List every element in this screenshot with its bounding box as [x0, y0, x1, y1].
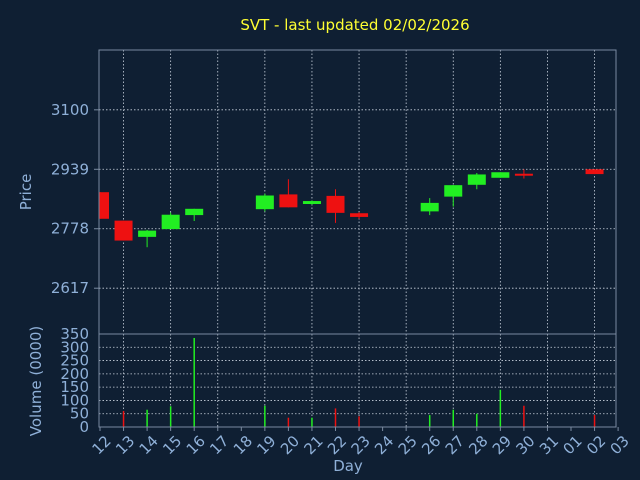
candle-body — [161, 214, 180, 230]
candle-13 — [114, 220, 133, 241]
candle-15 — [161, 212, 180, 230]
volume-bar-14 — [146, 409, 148, 427]
price-y-tick-labels: 2617 2778 2939 3100 — [51, 101, 99, 297]
volume-bar-29 — [499, 389, 502, 427]
candle-body — [585, 169, 604, 175]
volume-bar-19 — [264, 405, 266, 427]
candle-body — [491, 172, 510, 178]
price-y-tick-label: 3100 — [51, 101, 89, 119]
candle-body — [326, 195, 345, 213]
candle-body — [138, 230, 157, 237]
volume-bar-22 — [334, 408, 337, 427]
price-y-tick-label: 2617 — [51, 279, 89, 297]
chart-title: SVT - last updated 02/02/2026 — [240, 16, 469, 34]
price-y-tick-label: 2778 — [51, 220, 89, 238]
candle-23 — [350, 212, 369, 219]
volume-bar-15 — [169, 406, 172, 427]
volume-bar-28 — [476, 413, 478, 427]
candle-body — [302, 201, 321, 205]
candle-20 — [279, 179, 298, 208]
volume-bar-23 — [358, 416, 360, 427]
candle-19 — [255, 193, 274, 212]
candle-30 — [514, 169, 533, 179]
candle-22 — [326, 189, 345, 223]
volume-bar-20 — [287, 417, 290, 427]
candle-body — [185, 208, 204, 216]
candle-21 — [302, 200, 321, 205]
x-axis-label: Day — [333, 457, 363, 475]
volume-y-tick-label: 200 — [60, 365, 89, 383]
candle-body — [420, 202, 439, 212]
volume-bars — [122, 337, 596, 427]
volume-y-tick-label: 150 — [60, 378, 89, 396]
candle-26 — [420, 198, 439, 216]
candle-body — [279, 194, 298, 208]
volume-bar-27 — [452, 409, 454, 427]
volume-y-tick-label: 300 — [60, 338, 89, 356]
candle-14 — [138, 229, 157, 248]
candle-12 — [99, 192, 109, 219]
price-y-tick-label: 2939 — [51, 160, 89, 178]
candle-body — [467, 174, 486, 185]
volume-axis-label: Volume (0000) — [27, 326, 45, 436]
volume-y-tick-label: 250 — [60, 352, 89, 370]
candle-body — [255, 195, 274, 210]
price-grid — [99, 50, 616, 334]
candle-body — [444, 185, 463, 197]
volume-y-tick-label: 50 — [70, 405, 89, 423]
volume-bar-26 — [428, 415, 431, 427]
candle-body — [100, 192, 109, 219]
candle-body — [350, 213, 369, 217]
candle-16 — [185, 208, 204, 221]
volume-y-tick-label: 0 — [79, 418, 89, 436]
candle-28 — [467, 172, 486, 190]
volume-bar-21 — [311, 417, 313, 427]
volume-y-tick-label: 100 — [60, 391, 89, 409]
candle-27 — [444, 185, 463, 207]
candle-29 — [491, 172, 510, 178]
volume-bar-16 — [193, 337, 195, 427]
candle-body — [514, 173, 533, 176]
candle-body — [114, 220, 133, 241]
candles — [99, 169, 604, 248]
volume-bar-02 — [593, 415, 596, 427]
volume-bar-13 — [122, 411, 125, 427]
volume-frame — [98, 333, 617, 428]
volume-y-tick-label: 350 — [60, 325, 89, 343]
volume-bar-30 — [523, 405, 525, 427]
price-axis-label: Price — [17, 174, 35, 211]
candle-02 — [585, 169, 604, 175]
